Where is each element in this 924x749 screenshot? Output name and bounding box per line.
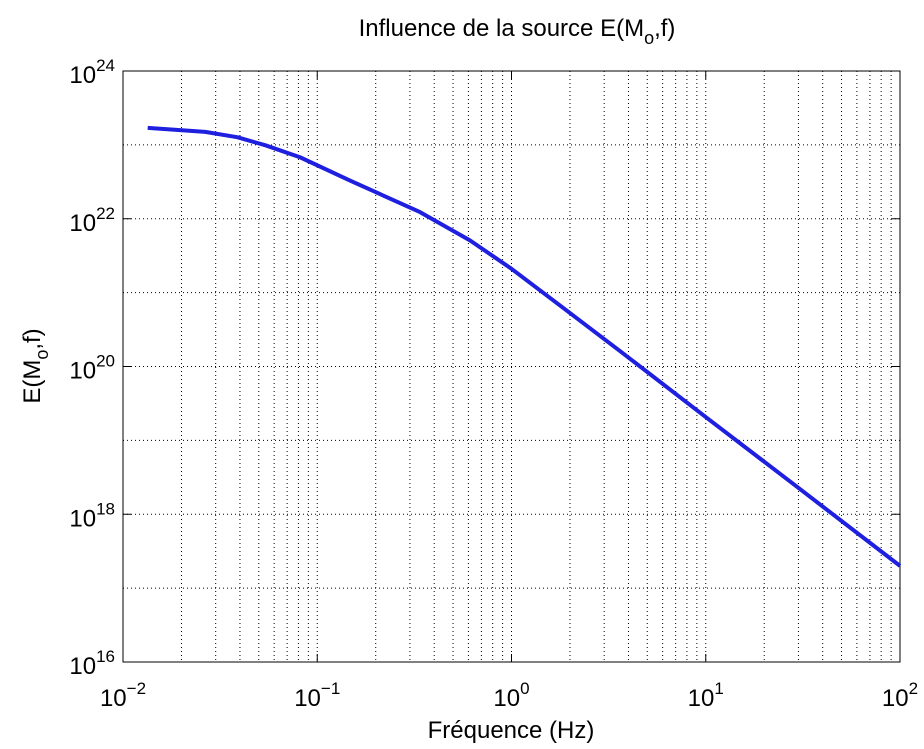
- tick-base: 10: [100, 685, 127, 712]
- tick-base: 10: [882, 685, 909, 712]
- tick-base: 10: [688, 685, 715, 712]
- y-tick-label: 1020: [69, 352, 115, 385]
- x-tick-label: 101: [688, 679, 724, 712]
- tick-exponent: 20: [96, 352, 115, 371]
- tick-exponent: 18: [96, 499, 115, 518]
- y-tick-label: 1024: [69, 56, 115, 89]
- ylabel-text: E(M: [19, 360, 46, 404]
- x-axis-label: Fréquence (Hz): [428, 717, 595, 744]
- tick-base: 10: [69, 653, 96, 680]
- tick-exponent: 24: [96, 56, 115, 75]
- x-tick-label: 10−2: [100, 679, 146, 712]
- title-sub: o: [644, 28, 654, 48]
- chart-title: Influence de la source E(Mo,f): [359, 15, 676, 48]
- y-tick-label: 1022: [69, 204, 115, 237]
- data-line: [147, 125, 902, 568]
- title-end: ,f): [654, 15, 675, 42]
- tick-base: 10: [69, 210, 96, 237]
- tick-base: 10: [493, 685, 520, 712]
- y-axis-label: E(Mo,f): [19, 328, 52, 403]
- ylabel-sub: o: [32, 350, 52, 360]
- tick-exponent: 0: [520, 679, 529, 698]
- tick-exponent: −2: [127, 679, 146, 698]
- tick-base: 10: [69, 505, 96, 532]
- tick-exponent: 2: [909, 679, 918, 698]
- x-tick-label: 10−1: [294, 679, 340, 712]
- tick-base: 10: [294, 685, 321, 712]
- y-tick-label: 1018: [69, 499, 115, 532]
- tick-exponent: 16: [96, 647, 115, 666]
- y-tick-label: 1016: [69, 647, 115, 680]
- x-tick-label: 102: [882, 679, 918, 712]
- tick-exponent: 22: [96, 204, 115, 223]
- tick-base: 10: [69, 358, 96, 385]
- tick-exponent: 1: [714, 679, 723, 698]
- tick-base: 10: [69, 62, 96, 89]
- title-text: Influence de la source E(M: [359, 15, 644, 42]
- ylabel-end: ,f): [19, 328, 46, 349]
- x-tick-label: 100: [493, 679, 529, 712]
- tick-exponent: −1: [321, 679, 340, 698]
- plot-frame: [122, 70, 901, 663]
